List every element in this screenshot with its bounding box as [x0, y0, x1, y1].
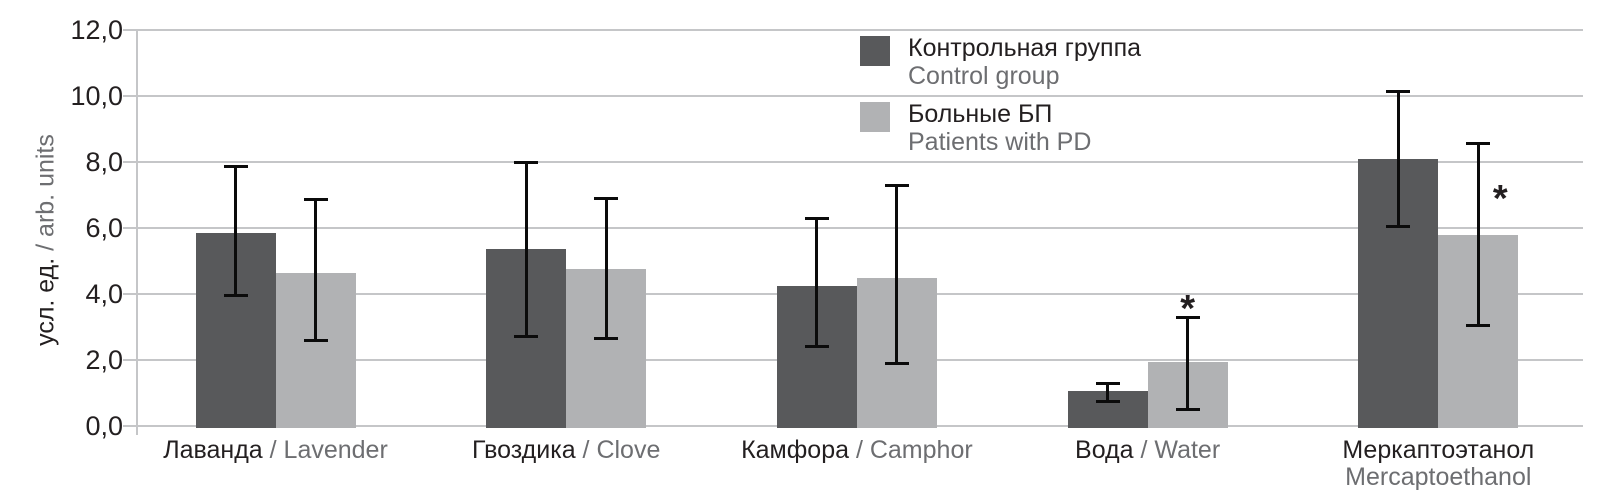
error-bar-cap: [1386, 224, 1411, 228]
gridline: [136, 29, 1583, 31]
y-tick-label: 10,0: [70, 81, 123, 111]
category-label-en: / Water: [1133, 436, 1221, 464]
error-bar-cap: [303, 338, 328, 342]
axis-tick: [123, 359, 138, 361]
error-bar-cap: [1095, 399, 1120, 403]
legend-swatch-control-group: [860, 36, 890, 66]
error-bar-cap: [884, 183, 909, 187]
y-tick-label: 12,0: [70, 15, 123, 45]
legend-swatch-patients-pd: [860, 102, 890, 132]
axis-tick: [123, 29, 138, 31]
error-bar-cap: [1466, 323, 1491, 327]
error-bar-line: [314, 199, 317, 341]
error-bar-line: [895, 185, 899, 364]
y-tick-label: 8,0: [85, 147, 123, 177]
legend-label-ru: Больные БП: [908, 100, 1053, 128]
error-bar-cap: [594, 337, 619, 341]
axis-tick: [123, 425, 138, 427]
error-bar-cap: [303, 198, 328, 202]
error-bar-line: [604, 198, 608, 339]
category-label-ru: Лаванда: [163, 436, 263, 464]
y-axis-line: [136, 29, 138, 435]
error-bar-cap: [223, 165, 248, 169]
gridline: [136, 95, 1583, 97]
error-bar-line: [1106, 383, 1110, 402]
category-label: Вода / Water: [988, 437, 1308, 464]
error-bar-line: [234, 166, 237, 296]
legend-label: Больные БП Patients with PD: [908, 100, 1091, 156]
error-bar-cap: [1175, 408, 1200, 411]
axis-tick: [123, 95, 138, 97]
error-bar-cap: [1466, 142, 1491, 146]
category-label: Камфора / Camphor: [697, 437, 1017, 464]
error-bar-line: [1186, 317, 1190, 410]
category-label: Гвоздика / Clove: [406, 437, 726, 464]
gridline: [136, 161, 1583, 163]
category-label-ru: Меркаптоэтанол: [1342, 436, 1535, 464]
category-label: Лаванда / Lavender: [116, 437, 436, 464]
error-bar-cap: [514, 160, 539, 164]
legend-label-en: Control group: [908, 62, 1060, 90]
axis-tick: [123, 227, 138, 229]
legend-label-ru: Контрольная группа: [908, 34, 1142, 62]
significance-asterisk: *: [1492, 178, 1508, 221]
category-label-ru: Гвоздика: [471, 436, 576, 464]
y-tick-label: 4,0: [85, 279, 123, 309]
error-bar-cap: [594, 196, 619, 200]
error-bar-cap: [884, 361, 909, 365]
category-label-en: / Camphor: [849, 436, 973, 464]
category-label-en: / Lavender: [262, 436, 388, 464]
gridline: [136, 227, 1583, 229]
legend-label: Контрольная группа Control group: [908, 34, 1141, 90]
error-bar-cap: [804, 345, 829, 349]
error-bar-cap: [1095, 381, 1120, 385]
error-bar-line: [1396, 91, 1400, 227]
category-label-en: Mercaptoethanol: [1345, 463, 1532, 491]
error-bar-line: [524, 162, 528, 337]
axis-tick: [123, 293, 138, 295]
error-bar-cap: [514, 335, 539, 339]
error-bar-cap: [223, 294, 248, 298]
error-bar-line: [815, 218, 819, 347]
category-label-en: / Clove: [575, 436, 661, 464]
category-label-ru: Вода: [1075, 436, 1134, 464]
error-bar-cap: [1386, 89, 1411, 93]
axis-tick: [123, 161, 138, 163]
error-bar-line: [1476, 143, 1480, 326]
legend-label-en: Patients with PD: [908, 128, 1092, 156]
error-bar-cap: [1175, 315, 1200, 319]
category-label: Меркаптоэтанол Mercaptoethanol: [1278, 437, 1598, 491]
significance-asterisk: *: [1180, 288, 1195, 331]
category-label-ru: Камфора: [741, 436, 850, 464]
y-tick-label: 2,0: [85, 345, 123, 375]
error-bar-cap: [804, 216, 829, 220]
y-tick-label: 6,0: [85, 213, 123, 243]
y-tick-label: 0,0: [85, 411, 123, 441]
